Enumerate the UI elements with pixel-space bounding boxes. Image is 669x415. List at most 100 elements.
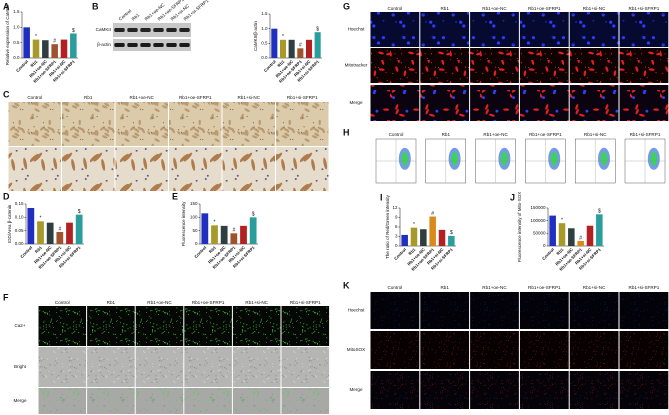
micrograph bbox=[519, 331, 569, 369]
label: Rb1+oe-NC bbox=[482, 6, 507, 11]
micrograph bbox=[569, 292, 619, 329]
micrograph bbox=[281, 306, 330, 346]
bar bbox=[586, 225, 594, 246]
label: Rb1+si-NC bbox=[237, 95, 260, 100]
y-tick-label: 1.5 bbox=[261, 11, 268, 16]
bar bbox=[230, 233, 238, 244]
micrograph bbox=[619, 331, 669, 369]
y-tick-label: 1.5 bbox=[13, 9, 20, 14]
y-tick-label: 6 bbox=[395, 224, 398, 229]
bar bbox=[448, 235, 455, 246]
label: Rb1+oe-NC bbox=[147, 300, 172, 305]
micrograph bbox=[370, 331, 420, 369]
micrograph bbox=[370, 12, 420, 47]
flow-cloud bbox=[451, 151, 459, 166]
y-axis-label: Fluorescence intensity bbox=[181, 201, 186, 247]
y-tick-label: 1.0 bbox=[13, 25, 20, 30]
micrograph bbox=[519, 371, 569, 409]
micrograph bbox=[38, 347, 87, 387]
x-tick-label: Control bbox=[19, 245, 33, 259]
label: J bbox=[510, 192, 515, 202]
annotation: * bbox=[561, 218, 563, 224]
bar bbox=[297, 48, 304, 58]
bar bbox=[288, 39, 295, 58]
label: Control bbox=[118, 8, 133, 21]
micrograph bbox=[420, 292, 470, 329]
micrograph bbox=[420, 12, 470, 47]
label: Rb1+oe-NC bbox=[483, 132, 508, 137]
label: A bbox=[3, 1, 10, 11]
y-tick-label: 0.0 bbox=[13, 55, 20, 60]
bar bbox=[23, 27, 30, 58]
label: Rb1+oe-NC bbox=[130, 95, 155, 100]
y-tick-label: 9 bbox=[395, 215, 398, 220]
blot bbox=[113, 23, 191, 37]
bar bbox=[27, 208, 35, 244]
micrograph bbox=[569, 48, 619, 83]
micrograph bbox=[370, 85, 420, 121]
micrograph bbox=[619, 85, 669, 121]
annotation: # bbox=[579, 235, 582, 241]
x-tick-label: Rb1 bbox=[407, 246, 417, 256]
label: Rb1+oe-SFRP1 bbox=[528, 6, 561, 11]
y-tick-label: 0.0 bbox=[261, 55, 268, 60]
y-tick-label: 0 bbox=[395, 243, 398, 248]
label: Merge bbox=[349, 387, 362, 392]
label: Rb1+si-SFRP1 bbox=[630, 132, 661, 137]
y-tick-label: 0 bbox=[195, 241, 198, 246]
band bbox=[127, 28, 138, 32]
micrograph bbox=[169, 147, 222, 191]
micrograph bbox=[569, 371, 619, 409]
label: Rb1+si-SFRP1 bbox=[629, 6, 660, 11]
bar bbox=[438, 229, 446, 246]
y-axis-label: CaMKII/β-actin bbox=[253, 21, 258, 51]
micrograph bbox=[62, 102, 115, 146]
label: Rb1+si-SFRP1 bbox=[290, 300, 321, 305]
micrograph bbox=[619, 371, 669, 409]
bar bbox=[429, 216, 436, 246]
annotation: * bbox=[282, 34, 284, 40]
micrograph bbox=[420, 48, 470, 83]
x-tick-label: Control bbox=[393, 247, 407, 261]
micrograph bbox=[276, 147, 329, 191]
micrograph bbox=[519, 292, 569, 329]
y-tick-label: 150 bbox=[190, 201, 198, 206]
bar bbox=[568, 228, 575, 246]
bar bbox=[56, 232, 64, 244]
bar bbox=[201, 213, 209, 244]
micrograph bbox=[276, 102, 329, 146]
bar bbox=[51, 44, 58, 58]
micrograph bbox=[619, 12, 669, 47]
band bbox=[166, 43, 177, 47]
y-tick-label: 0.5 bbox=[261, 41, 268, 46]
micrograph bbox=[8, 102, 61, 146]
label: I bbox=[380, 192, 383, 202]
label: Rb1+si-NC bbox=[583, 285, 606, 290]
band bbox=[114, 28, 125, 32]
x-tick-label: Rb1 bbox=[555, 246, 565, 256]
label: Control bbox=[27, 95, 42, 100]
annotation: $ bbox=[450, 230, 453, 236]
label: Rb1+si-NC bbox=[584, 132, 607, 137]
bar bbox=[279, 39, 287, 58]
bar bbox=[60, 39, 68, 58]
label: Rb1+si-SFRP1 bbox=[629, 285, 660, 290]
y-axis-label: Relative expression of CaMKII bbox=[5, 5, 10, 66]
bar bbox=[240, 225, 247, 244]
bar bbox=[271, 28, 278, 58]
micrograph bbox=[222, 147, 275, 191]
micrograph bbox=[8, 147, 61, 191]
flow-cloud bbox=[650, 151, 658, 166]
y-tick-label: 0.00 bbox=[15, 241, 24, 246]
bar bbox=[577, 240, 584, 246]
micrograph bbox=[115, 102, 168, 146]
label: Rb1+si-NC bbox=[245, 300, 268, 305]
y-tick-label: 0.05 bbox=[15, 228, 24, 233]
micrograph bbox=[470, 85, 519, 121]
band bbox=[153, 28, 164, 32]
label: β-actin bbox=[97, 42, 111, 47]
micrograph bbox=[184, 306, 232, 346]
label: G bbox=[343, 1, 350, 11]
label: Rb1 bbox=[440, 285, 449, 290]
